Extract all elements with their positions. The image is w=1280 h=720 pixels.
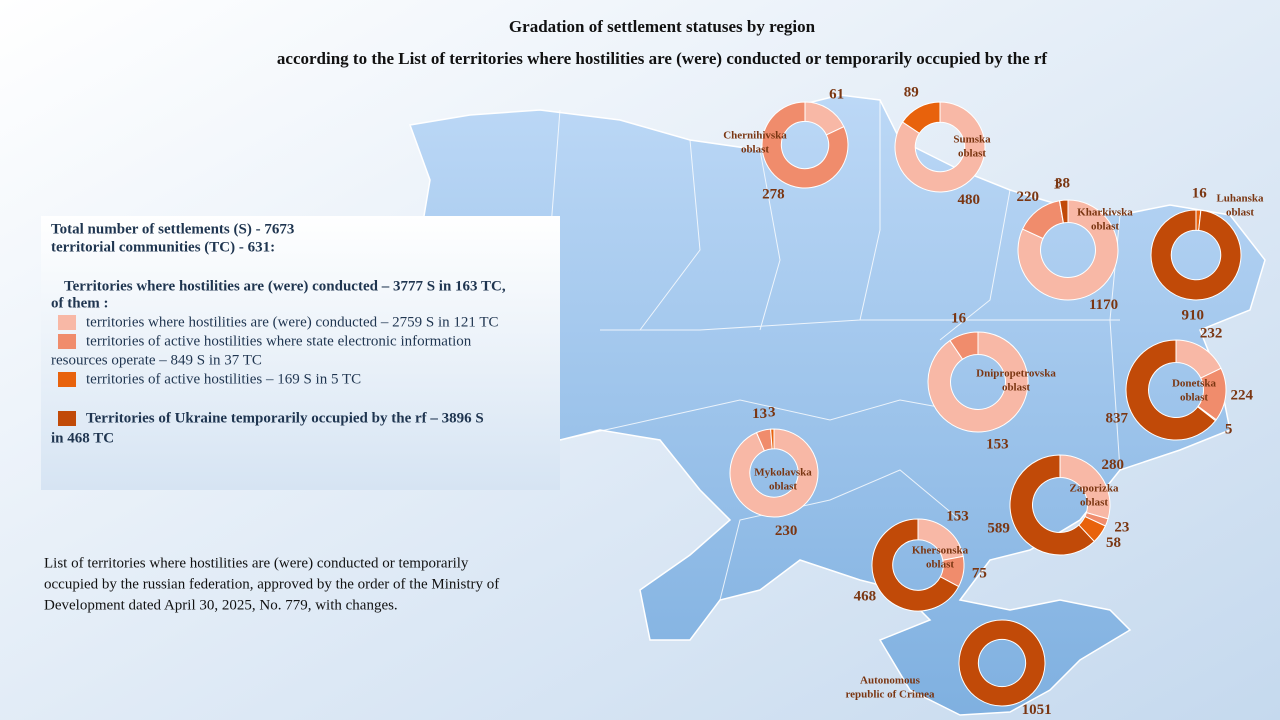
region-name: Sumska xyxy=(953,134,991,146)
note-line: Development dated April 30, 2025, No. 77… xyxy=(44,597,398,613)
donut-segment xyxy=(927,331,1029,433)
data-label: 16 xyxy=(1192,186,1208,202)
note-line: occupied by the russian federation, appr… xyxy=(44,576,499,592)
region-name: Chernihivska xyxy=(723,130,787,142)
title-line: according to the List of territories whe… xyxy=(277,49,1048,68)
donut-chart: 153 16 Dnipropetrovska oblast xyxy=(927,310,1056,453)
data-label: 1 xyxy=(1053,176,1061,192)
summary-line: of them : xyxy=(51,295,108,311)
donut-segment xyxy=(871,518,960,612)
donut-segment xyxy=(894,101,986,193)
data-label: 3 xyxy=(768,404,776,420)
region-name: Dnipropetrovska xyxy=(976,368,1056,380)
donut-segment xyxy=(770,428,775,450)
summary-line: Total number of settlements (S) - 7673 xyxy=(51,221,294,237)
donut-chart: 16 910 Luhanska oblast xyxy=(1150,186,1264,323)
region-name: oblast xyxy=(1080,497,1108,509)
region-name: oblast xyxy=(1180,392,1208,404)
region-name: oblast xyxy=(958,148,986,160)
region-name: oblast xyxy=(769,481,797,493)
region-name: Zaporizka xyxy=(1070,483,1119,495)
data-label: 38 xyxy=(1055,176,1070,192)
donut-chart: 153 75 468 Khersonska oblast xyxy=(854,509,987,612)
donut-charts: 61 278 Chernihivska oblast 480 89 Sumska oblast… xyxy=(723,85,1264,719)
data-label: 224 xyxy=(1230,388,1253,404)
legend-text: Territories of Ukraine temporarily occup… xyxy=(86,410,484,426)
region-name: republic of Crimea xyxy=(845,689,935,701)
donut-segment xyxy=(1150,209,1242,301)
region-name: Mykolavska xyxy=(754,467,812,479)
legend-swatch xyxy=(58,411,76,426)
donut-chart: 230 13 3 Mykolavska oblast xyxy=(729,404,819,539)
summary-box xyxy=(41,216,560,490)
data-label: 230 xyxy=(775,523,798,539)
note-line: List of territories where hostilities ar… xyxy=(44,555,469,571)
data-label: 232 xyxy=(1200,326,1223,342)
title: Gradation of settlement statuses by regi… xyxy=(277,17,1048,68)
donut-segment xyxy=(1059,199,1069,224)
data-label: 910 xyxy=(1181,307,1204,323)
region-name: oblast xyxy=(926,559,954,571)
donut-segment xyxy=(729,428,819,518)
data-label: 1051 xyxy=(1022,702,1052,718)
donut-segment xyxy=(949,331,979,360)
region-name: Autonomous xyxy=(860,675,921,687)
data-label: 58 xyxy=(1106,535,1121,551)
region-name: Donetska xyxy=(1172,378,1217,390)
data-label: 75 xyxy=(972,566,987,582)
legend-text: territories of active hostilities – 169 … xyxy=(86,371,361,387)
legend-swatch xyxy=(58,334,76,349)
legend-text: in 468 TC xyxy=(51,430,114,446)
region-name: oblast xyxy=(1091,221,1119,233)
region-name: Kharkivska xyxy=(1077,207,1133,219)
legend-text: resources operate – 849 S in 37 TC xyxy=(51,352,262,368)
donut-chart: 1170 220 138 Kharkivska oblast xyxy=(1017,176,1134,313)
donut-chart: 480 89 Sumska oblast xyxy=(894,85,991,208)
data-label: 468 xyxy=(854,588,877,604)
data-label: 16 xyxy=(951,310,967,326)
donut-segment xyxy=(958,619,1046,707)
data-label: 153 xyxy=(946,509,969,525)
donut-chart: 61 278 Chernihivska oblast xyxy=(723,87,849,202)
data-label: 153 xyxy=(986,437,1009,453)
donut-chart: 232 224 5 837 Donetska oblast xyxy=(1105,326,1253,441)
data-label: 280 xyxy=(1101,457,1124,473)
donut-segment xyxy=(1009,454,1095,556)
data-label: 589 xyxy=(987,521,1010,537)
note: List of territories where hostilities ar… xyxy=(44,555,499,613)
data-label: 278 xyxy=(762,186,785,202)
summary-line: Territories where hostilities are (were)… xyxy=(64,278,506,294)
data-label: 61 xyxy=(829,87,844,103)
region-name: oblast xyxy=(741,144,769,156)
legend-text: territories of active hostilities where … xyxy=(86,333,472,349)
data-label: 89 xyxy=(904,85,919,101)
donut-segment xyxy=(1017,199,1119,301)
map xyxy=(408,94,1266,716)
donut-segment xyxy=(761,101,849,189)
data-label: 220 xyxy=(1017,189,1040,205)
data-label: 837 xyxy=(1105,410,1128,426)
title-line: Gradation of settlement statuses by regi… xyxy=(509,17,816,36)
data-label: 23 xyxy=(1114,520,1129,536)
data-label: 1170 xyxy=(1089,297,1118,313)
donut-segment xyxy=(1125,339,1217,441)
legend-text: territories where hostilities are (were)… xyxy=(86,314,499,330)
legend-swatch xyxy=(58,372,76,387)
data-label: 480 xyxy=(958,192,981,208)
donut-chart: 1051 Autonomous republic of Crimea xyxy=(845,619,1052,718)
summary: Total number of settlements (S) - 7673 te… xyxy=(51,221,506,446)
data-label: 5 xyxy=(1225,421,1233,437)
donut-segment xyxy=(901,101,941,134)
region-name: oblast xyxy=(1226,207,1254,219)
summary-line: territorial communities (TC) - 631: xyxy=(51,239,275,255)
region-name: Khersonska xyxy=(912,545,969,557)
region-name: oblast xyxy=(1002,382,1030,394)
legend-swatch xyxy=(58,315,76,330)
region-name: Luhanska xyxy=(1216,193,1264,205)
data-label: 13 xyxy=(752,406,767,422)
